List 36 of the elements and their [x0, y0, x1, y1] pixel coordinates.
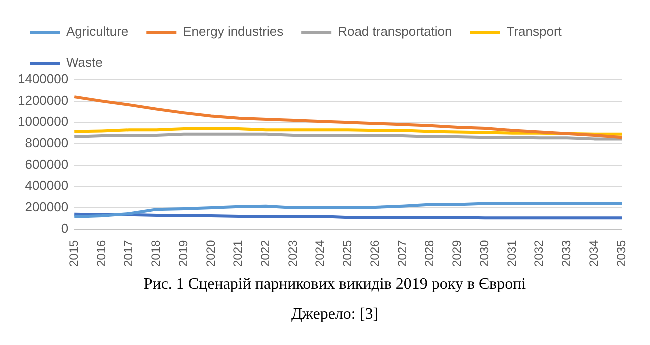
- x-tick-label: 2025: [340, 240, 355, 268]
- x-tick-label: 2029: [450, 240, 464, 268]
- text: Рис. 1 Сценарій парникових викидів 2019 року в Європі: [142, 276, 528, 294]
- x-tick-label: 2026: [368, 240, 382, 268]
- x-tick-label: 2019: [176, 240, 190, 268]
- x-tick-label: 2018: [149, 240, 164, 268]
- x-tick-label: 2016: [94, 240, 108, 268]
- x-tick-label: 2024: [313, 240, 328, 268]
- y-tick-label: 0: [61, 220, 69, 236]
- x-tick-label: 2034: [586, 240, 601, 268]
- y-tick-label: 800000: [25, 136, 69, 151]
- x-tick-label: 2028: [422, 240, 437, 268]
- x-tick-label: 2021: [231, 240, 246, 268]
- x-tick-label: 2023: [286, 240, 300, 268]
- x-tick-label: 2030: [477, 240, 492, 268]
- y-tick-label: 600000: [25, 156, 69, 172]
- y-tick-label: 1000000: [18, 114, 69, 130]
- x-tick-label: 2017: [122, 240, 136, 268]
- x-tick-label: 2022: [258, 240, 273, 268]
- legend-label: Waste: [66, 55, 103, 70]
- x-tick-label: 2020: [204, 240, 218, 268]
- legend-label: Road transportation: [338, 24, 452, 40]
- x-tick-label: 2033: [560, 240, 574, 268]
- y-tick-label: 1400000: [18, 72, 69, 87]
- y-tick-label: 1200000: [18, 92, 69, 108]
- x-tick-label: 2032: [532, 240, 546, 268]
- x-tick-label: 2031: [504, 240, 519, 268]
- x-tick-label: 2027: [395, 240, 410, 268]
- y-tick-label: 400000: [25, 178, 69, 194]
- x-tick-label: 2015: [66, 240, 81, 268]
- text: Джерело: [3]: [290, 306, 380, 324]
- x-tick-label: 2035: [614, 240, 628, 268]
- legend-label: Transport: [506, 24, 562, 40]
- y-tick-label: 200000: [25, 200, 69, 215]
- legend-label: Agriculture: [66, 24, 129, 40]
- legend-label: Energy industries: [183, 24, 284, 40]
